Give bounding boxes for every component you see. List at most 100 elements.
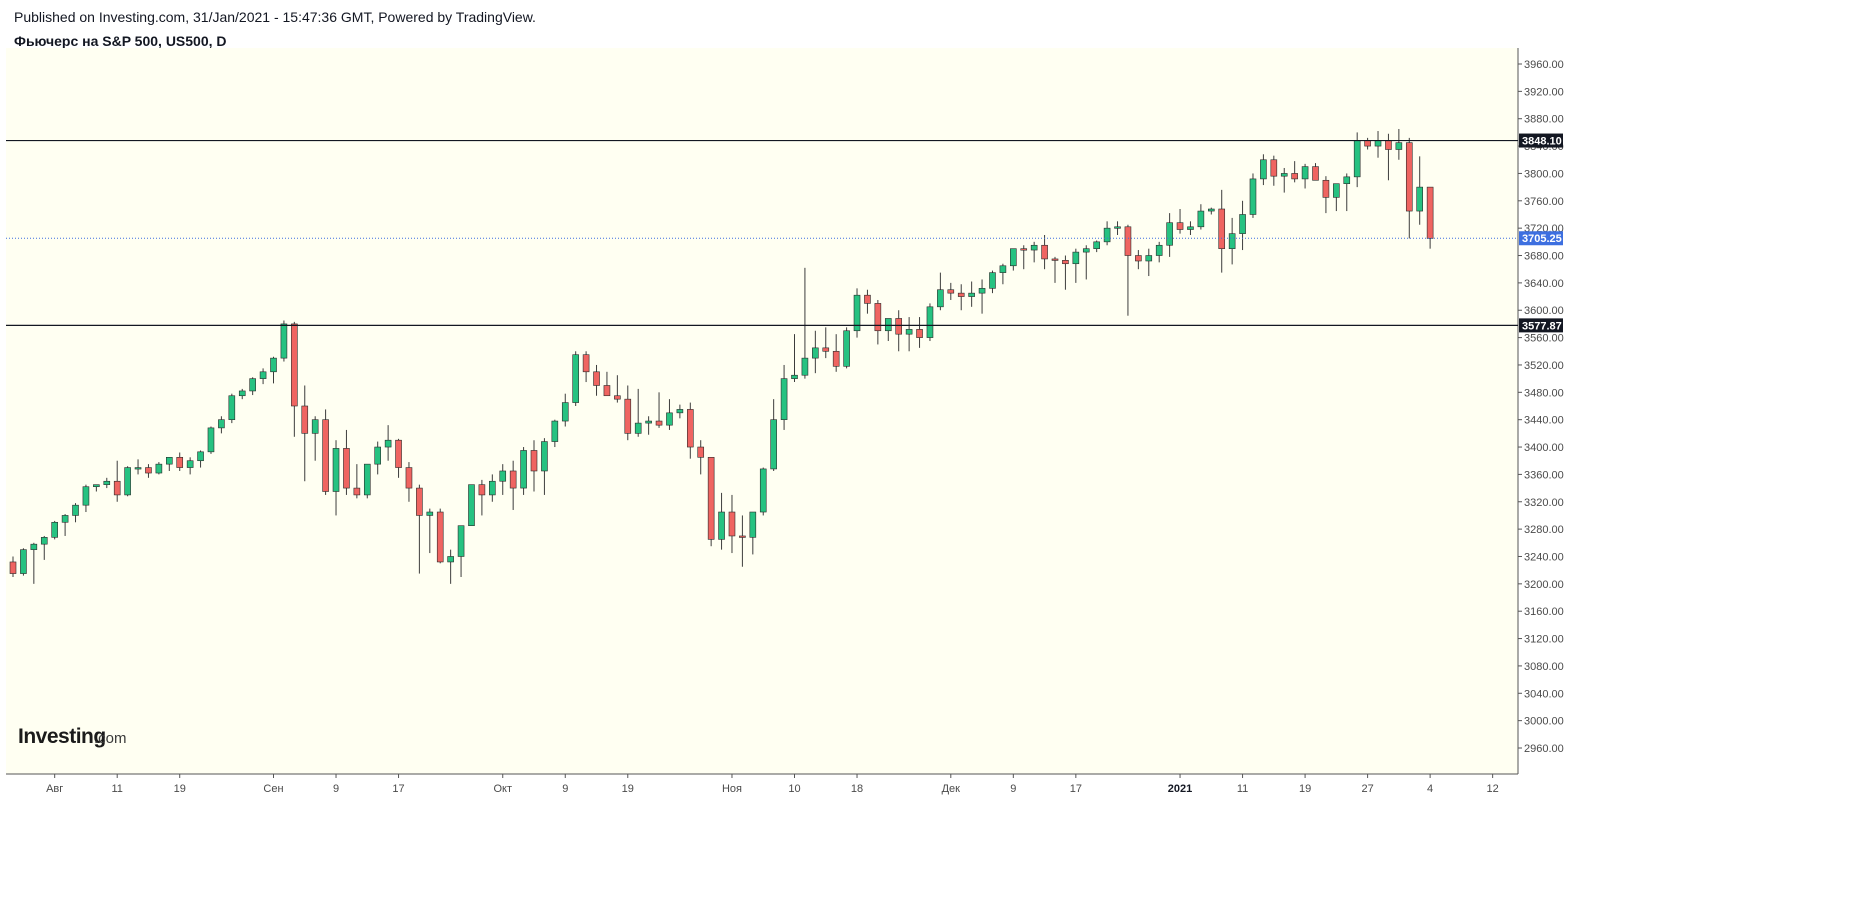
candle[interactable] [759,467,767,516]
candle[interactable] [541,438,548,495]
candle[interactable] [82,484,90,513]
candle[interactable] [582,351,590,383]
candle[interactable] [51,520,58,540]
candle[interactable] [989,270,996,294]
candle[interactable] [1062,255,1069,290]
candle[interactable] [113,460,121,502]
horizontal-levels[interactable]: 3848.10 3577.87 3705.25 [6,133,1563,333]
candle[interactable] [655,392,663,428]
candle[interactable] [728,494,736,554]
candle[interactable] [291,321,298,437]
candle[interactable] [864,289,871,314]
candle[interactable] [1155,241,1163,263]
candle[interactable] [978,279,986,314]
candle[interactable] [499,464,507,495]
candle[interactable] [374,441,382,475]
candle[interactable] [218,416,225,434]
candle[interactable] [551,419,559,448]
candle[interactable] [884,318,892,342]
candle[interactable] [301,385,309,482]
candle[interactable] [145,464,152,478]
candle[interactable] [228,393,236,424]
candle[interactable] [1291,161,1298,183]
candle[interactable] [395,438,402,478]
candle[interactable] [822,327,830,359]
candle[interactable] [124,466,131,497]
candle[interactable] [1416,156,1423,225]
candle[interactable] [572,351,579,406]
candle[interactable] [718,492,725,550]
candle[interactable] [61,514,69,536]
candle[interactable] [561,393,569,427]
candle[interactable] [1093,240,1100,253]
candle[interactable] [937,272,944,311]
candle[interactable] [676,404,684,419]
candle[interactable] [457,525,465,577]
candle[interactable] [1249,173,1257,218]
candle[interactable] [311,416,319,461]
candle[interactable] [1114,221,1121,235]
candle[interactable] [280,320,288,362]
candle[interactable] [426,508,434,554]
candle[interactable] [707,456,715,547]
candle[interactable] [686,402,694,459]
candle[interactable] [1426,186,1434,249]
candle[interactable] [874,299,882,345]
candle[interactable] [520,447,527,495]
candle[interactable] [1135,250,1142,270]
candle[interactable] [468,484,475,527]
candle[interactable] [30,542,38,584]
candle[interactable] [614,375,621,403]
candle[interactable] [1041,235,1048,270]
candle[interactable] [1103,221,1111,246]
candle[interactable] [749,511,757,555]
candle[interactable] [322,409,329,495]
candle[interactable] [1301,163,1309,189]
candle[interactable] [697,440,705,475]
candle[interactable] [93,484,100,492]
candle[interactable] [645,416,652,435]
candle[interactable] [363,463,371,499]
candle[interactable] [1312,163,1319,181]
candle[interactable] [1166,213,1173,257]
candle[interactable] [739,515,746,567]
candle[interactable] [1333,183,1340,212]
candle[interactable] [103,477,111,489]
candle[interactable] [1218,189,1226,273]
candle[interactable] [238,388,246,400]
candle[interactable] [447,549,454,584]
candle[interactable] [801,267,809,379]
candle[interactable] [343,429,350,495]
candle[interactable] [843,327,850,369]
candle[interactable] [968,281,975,307]
candle[interactable] [1270,155,1278,186]
candle[interactable] [1405,137,1413,239]
candle[interactable] [791,334,798,383]
candle[interactable] [509,460,517,510]
candle[interactable] [134,459,142,475]
candle[interactable] [1197,204,1205,230]
candle[interactable] [1322,176,1330,214]
candle[interactable] [270,356,277,384]
candle[interactable] [780,364,788,430]
candle[interactable] [1260,154,1267,186]
candle[interactable] [905,317,913,352]
candle[interactable] [176,452,184,471]
candle[interactable] [1395,128,1403,160]
candle[interactable] [1343,173,1351,212]
candle[interactable] [926,303,934,342]
candle[interactable] [40,535,48,560]
time-axis[interactable]: Авг 11 19 Сен 9 17 Окт 9 19 Ноя 10 18 Дек 9 17 2021 11 19… [6,773,1518,795]
candle[interactable] [9,556,17,577]
candle[interactable] [1020,245,1028,270]
candle[interactable] [1051,256,1059,283]
candle[interactable] [624,385,632,441]
candle[interactable] [332,440,340,516]
candle[interactable] [20,548,27,576]
candle[interactable] [353,464,361,499]
candle[interactable] [1208,207,1215,215]
candle[interactable] [1072,248,1080,283]
candle[interactable] [416,484,423,574]
candle[interactable] [1187,221,1194,235]
candle[interactable] [197,450,204,468]
